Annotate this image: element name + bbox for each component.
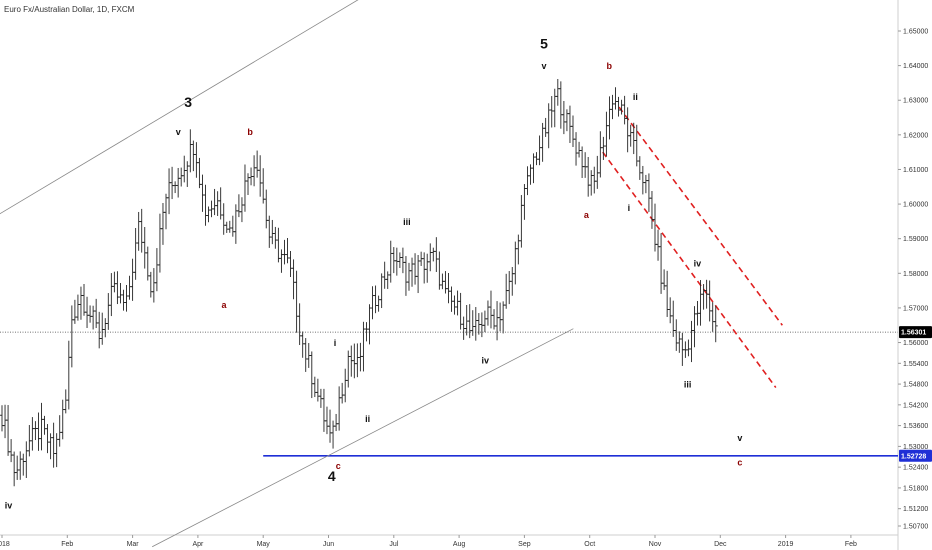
y-tick-label: 1.60000 (903, 202, 928, 209)
wave-label: v (176, 127, 181, 137)
trendline-red-channel-upper (618, 106, 783, 326)
last-price-badge-label: 1.56301 (901, 330, 926, 337)
wave-label: a (584, 210, 590, 220)
ohlc-bars-layer (0, 78, 718, 487)
x-tick-label: Feb (845, 541, 857, 548)
x-tick-label: 2018 (0, 541, 10, 548)
y-tick-label: 1.59000 (903, 236, 928, 243)
y-tick-label: 1.52400 (903, 465, 928, 472)
wave-label: iv (5, 501, 13, 511)
x-tick-label: Aug (453, 541, 466, 548)
wave-label: b (607, 61, 613, 71)
wave-label: ii (633, 92, 638, 102)
y-tick-label: 1.57000 (903, 305, 928, 312)
y-tick-label: 1.63000 (903, 98, 928, 105)
x-tick-label: Apr (192, 541, 204, 548)
support-level-badge-label: 1.52728 (901, 453, 926, 460)
chart-title: Euro Fx/Australian Dollar, 1D, FXCM (4, 5, 135, 14)
trendline-lower-channel (152, 328, 574, 548)
y-tick-label: 1.53600 (903, 423, 928, 430)
x-tick-label: Nov (649, 541, 662, 548)
y-tick-label: 1.64000 (903, 63, 928, 70)
x-tick-label: Oct (584, 541, 595, 548)
x-tick-label: Jul (389, 541, 398, 548)
wave-label: a (222, 300, 228, 310)
wave-label: iii (403, 217, 411, 227)
levels-layer (0, 331, 898, 457)
last-price-badge (899, 326, 932, 339)
y-tick-label: 1.54800 (903, 382, 928, 389)
wave-label: 3 (184, 94, 192, 110)
wave-label: v (541, 61, 546, 71)
x-tick-label: Mar (127, 541, 140, 548)
y-tick-label: 1.53000 (903, 444, 928, 451)
price-badges-layer: 1.56301 1.52728 (899, 326, 932, 462)
trendline-red-channel-lower (602, 151, 777, 389)
wave-label: 5 (540, 35, 548, 51)
wave-label: c (336, 461, 341, 471)
wave-label: v (737, 433, 742, 443)
y-tick-label: 1.61000 (903, 167, 928, 174)
x-tick-label: Jun (323, 541, 334, 548)
x-tick-label: Dec (714, 541, 727, 548)
support-level-badge (899, 449, 932, 462)
y-tick-label: 1.62000 (903, 132, 928, 139)
x-tick-label: 2019 (778, 541, 794, 548)
wave-label: i (334, 338, 337, 348)
trendline-upper-channel (0, 0, 359, 215)
x-tick-label: Feb (61, 541, 73, 548)
y-tick-label: 1.51200 (903, 506, 928, 513)
wave-label: iii (684, 380, 692, 390)
wave-label: b (247, 127, 253, 137)
wave-label: c (737, 457, 742, 467)
wave-label: 4 (328, 468, 336, 484)
wave-label: iv (694, 258, 702, 268)
y-tick-label: 1.58000 (903, 271, 928, 278)
y-tick-label: 1.65000 (903, 29, 928, 36)
y-tick-label: 1.50700 (903, 524, 928, 531)
y-tick-label: 1.51800 (903, 485, 928, 492)
x-tick-label: May (257, 541, 271, 548)
trendlines-layer (0, 0, 783, 548)
wave-label: ii (365, 414, 370, 424)
x-tick-label: Sep (518, 541, 531, 548)
wave-label: iv (481, 355, 489, 365)
y-tick-label: 1.55400 (903, 361, 928, 368)
wave-label: i (628, 203, 631, 213)
y-tick-label: 1.56000 (903, 340, 928, 347)
y-tick-label: 1.54200 (903, 402, 928, 409)
